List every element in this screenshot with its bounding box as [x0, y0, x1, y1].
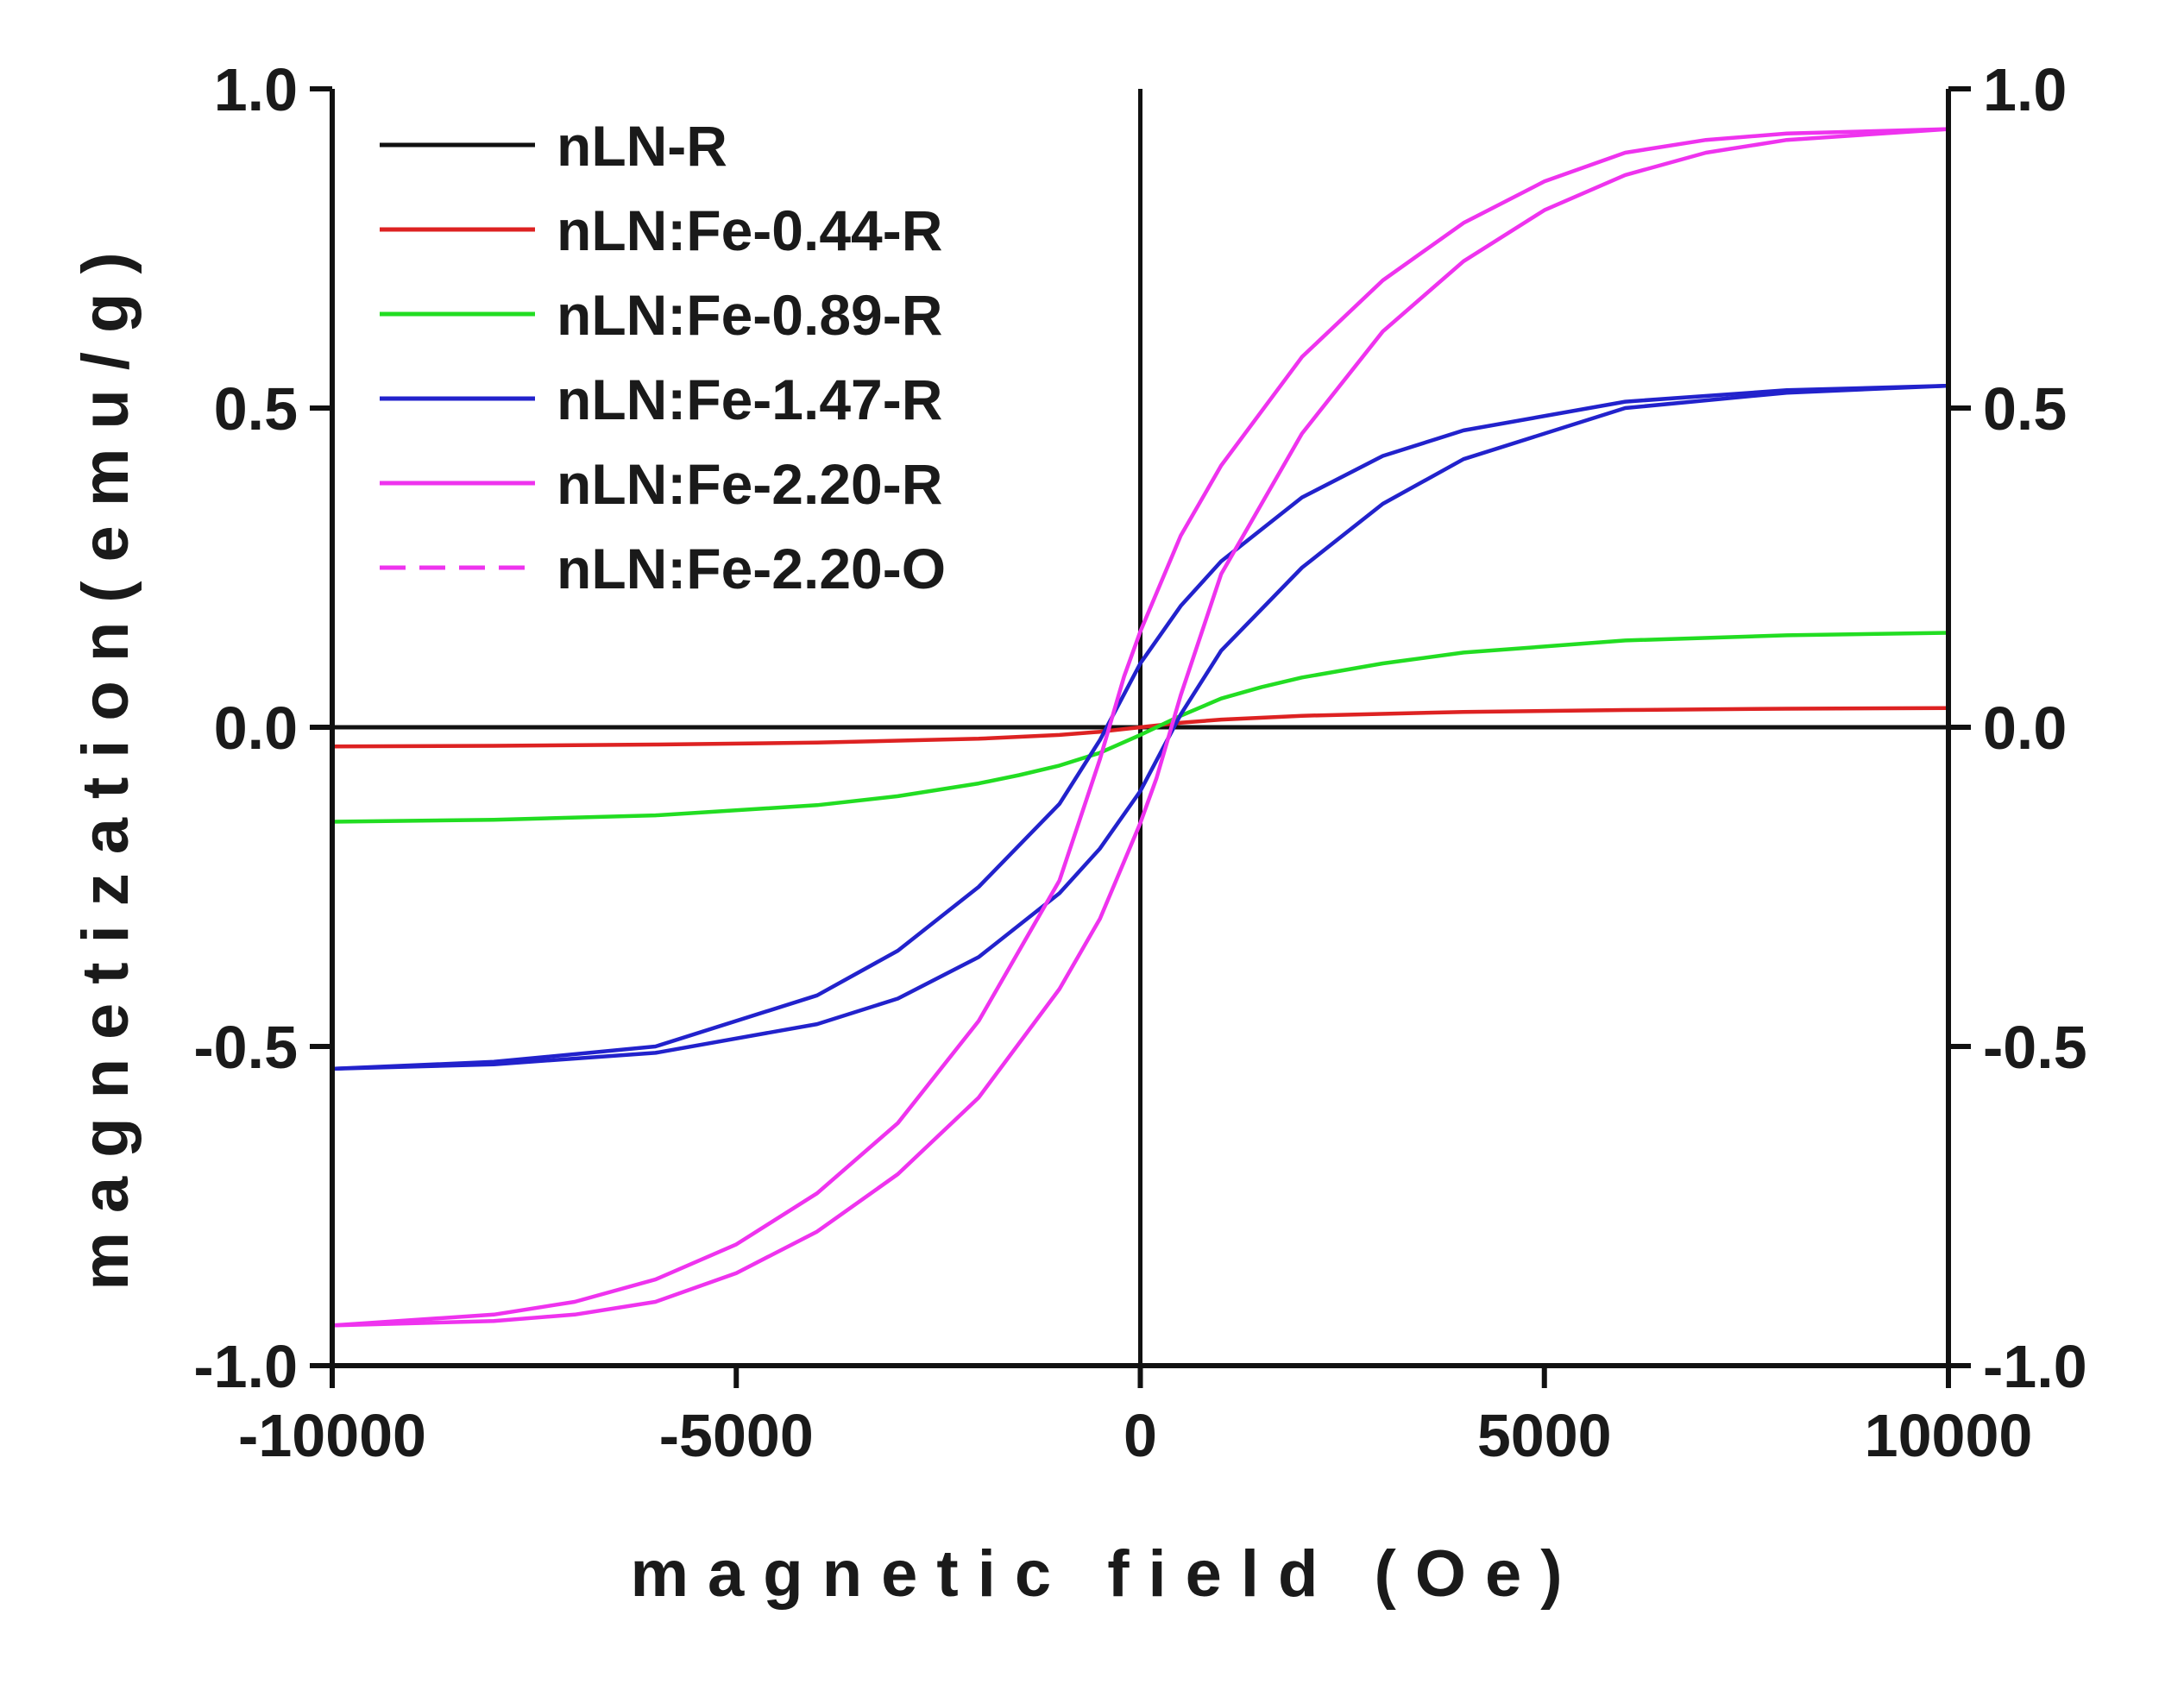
x-tick-label: -5000: [659, 1402, 814, 1469]
series-line-nLN:Fe-0.44-R-branch-1: [330, 706, 1951, 749]
y-tick-label-left: 1.0: [214, 56, 298, 123]
legend-entry: nLN:Fe-2.20-O: [380, 537, 946, 600]
legend-label: nLN:Fe-0.89-R: [557, 283, 942, 347]
x-axis-title: magnetic field (Oe): [630, 1537, 1581, 1611]
legend-label: nLN:Fe-0.44-R: [557, 198, 942, 262]
series-line-nLN:Fe-2.20-O-branch-2: [330, 128, 1950, 1327]
series-line-nLN:Fe-1.47-R-branch-1: [330, 383, 1951, 1071]
y-tick-label-right: -1.0: [1983, 1333, 2087, 1400]
legend-label: nLN:Fe-2.20-R: [557, 452, 942, 516]
y-tick-label-left: 0.5: [214, 375, 298, 443]
ticks-layer: -10000 -5000 0 5000 10000 1.0 1.0 0.5 0.5 0.0 0.0 -…: [193, 56, 2086, 1469]
y-tick-label-right: 0.0: [1983, 694, 2067, 762]
series-layer: [330, 127, 1951, 1328]
series-line-nLN:Fe-2.20-O-branch-1: [330, 128, 1950, 1327]
legend-entry: nLN:Fe-1.47-R: [380, 368, 942, 431]
y-axis-title: magnetization(emu/g): [69, 233, 142, 1290]
legend-entry: nLN:Fe-0.44-R: [380, 198, 942, 262]
x-tick-label: 0: [1123, 1402, 1157, 1469]
x-tick-label: 10000: [1865, 1402, 2033, 1469]
legend-entry: nLN:Fe-0.89-R: [380, 283, 942, 347]
series-nLN:Fe-0.89-R: [330, 631, 1951, 824]
legend-label: nLN:Fe-1.47-R: [557, 368, 942, 431]
legend-entry: nLN-R: [380, 114, 727, 178]
x-tick-label: 5000: [1477, 1402, 1612, 1469]
y-tick-label-right: 0.5: [1983, 375, 2067, 443]
series-line-nLN:Fe-1.47-R-branch-2: [330, 383, 1951, 1071]
series-nLN:Fe-1.47-R: [330, 383, 1951, 1071]
legend-label: nLN:Fe-2.20-O: [557, 537, 946, 600]
legend-label: nLN-R: [557, 114, 727, 178]
legend: nLN-R nLN:Fe-0.44-R nLN:Fe-0.89-R nLN:Fe-1.…: [380, 114, 946, 600]
y-tick-label-right: 1.0: [1983, 56, 2067, 123]
series-nLN:Fe-0.44-R: [330, 706, 1951, 749]
y-tick-label-left: -1.0: [193, 1333, 298, 1400]
y-tick-label-right: -0.5: [1983, 1014, 2087, 1081]
series-nLN:Fe-2.20-O: [330, 128, 1950, 1327]
x-tick-label: -10000: [238, 1402, 426, 1469]
series-line-nLN:Fe-0.89-R-branch-1: [330, 631, 1951, 824]
legend-entry: nLN:Fe-2.20-R: [380, 452, 942, 516]
y-tick-label-left: -0.5: [193, 1014, 298, 1081]
y-tick-label-left: 0.0: [214, 694, 298, 762]
